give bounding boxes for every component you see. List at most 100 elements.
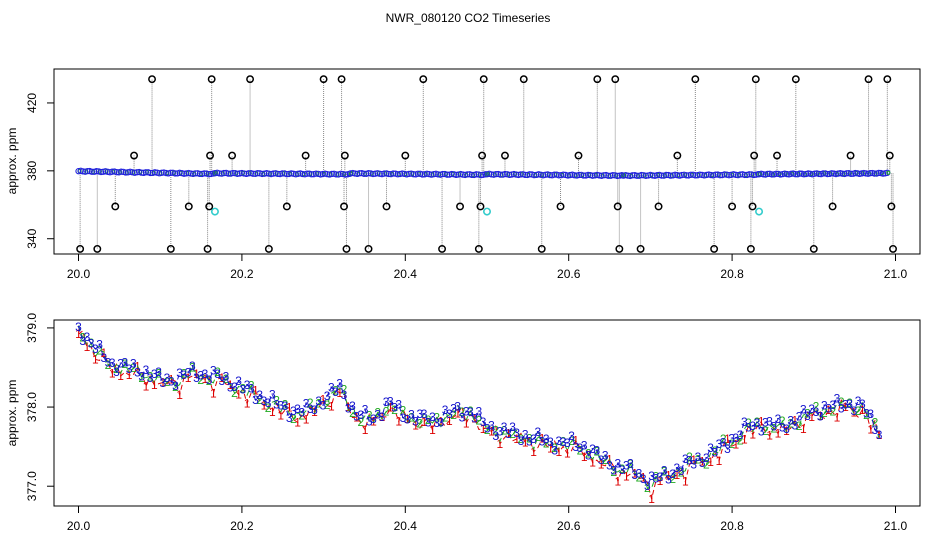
x-tick-label: 20.4 [394,519,418,533]
series-marker-3: 3 [277,398,284,412]
series-marker-1: 1 [471,412,478,426]
data-point [241,170,248,177]
series-marker-3: 3 [84,330,91,344]
series-marker-1: 1 [589,456,596,470]
series-marker-1: 1 [429,423,436,437]
series-marker-1: 1 [446,414,453,428]
data-point [488,171,495,178]
series-marker-2: 2 [703,457,710,471]
data-point [555,172,563,179]
series-marker-2: 2 [484,423,491,437]
series-marker-1: 1 [800,422,807,436]
series-marker-3: 3 [665,473,672,487]
series-marker-3: 3 [328,381,335,395]
series-marker-1: 1 [261,399,268,413]
series-marker-3: 3 [117,357,124,371]
data-point [662,171,670,179]
series-marker-3: 3 [459,411,466,425]
series-marker-3: 3 [800,403,807,417]
outlier-point [401,151,410,160]
y-tick-label: 377.0 [25,471,39,501]
data-point [328,170,335,178]
series-marker-1: 1 [825,403,832,417]
outlier-point [748,202,757,211]
calibration-point [755,207,764,216]
series-marker-3: 3 [265,396,272,410]
series-marker-3: 3 [804,409,811,423]
series-marker-1: 1 [412,418,419,432]
series-marker-2: 2 [231,386,238,400]
series-marker-1: 1 [143,379,150,393]
outlier-point [203,244,212,253]
series-marker-1: 1 [547,442,554,456]
outlier-point [691,75,700,84]
series-marker-2: 2 [737,433,744,447]
series-marker-2: 2 [282,397,289,411]
series-marker-1: 1 [581,450,588,464]
data-point [308,171,315,178]
series-marker-3: 3 [286,411,293,425]
series-marker-2: 2 [400,404,407,418]
data-point [542,171,549,178]
data-point [356,170,363,177]
series-marker-3: 3 [122,356,129,370]
outlier-point [479,75,488,84]
series-marker-3: 3 [568,429,575,443]
data-point [79,168,87,175]
data-point [875,169,882,177]
data-point [492,170,500,178]
series-marker-3: 3 [589,442,596,456]
series-marker-3: 3 [615,457,622,471]
outlier-point [773,151,781,160]
series-marker-2: 2 [526,431,533,445]
data-point [234,170,241,177]
series-marker-2: 2 [256,393,263,407]
series-marker-1: 1 [75,327,82,341]
series-marker-1: 1 [345,400,352,414]
outlier-point [537,244,546,253]
series-marker-2: 2 [669,472,676,486]
series-marker-3: 3 [690,458,697,472]
series-marker-3: 3 [678,464,685,478]
outlier-point [342,244,351,253]
series-marker-3: 3 [821,398,828,412]
series-marker-3: 3 [138,370,145,384]
series-marker-2: 2 [821,406,828,420]
data-point [477,171,485,179]
data-point [464,171,471,178]
y-tick-label: 379.0 [25,313,39,343]
series-marker-3: 3 [189,359,196,373]
series-marker-3: 3 [754,416,761,430]
series-marker-3: 3 [842,398,849,412]
series-marker-3: 3 [745,420,752,434]
series-marker-1: 1 [463,416,470,430]
series-line-1 [78,329,880,500]
outlier-point [166,244,175,253]
series-marker-3: 3 [336,376,343,390]
series-marker-3: 3 [488,418,495,432]
series-marker-3: 3 [383,395,390,409]
series-marker-3: 3 [147,371,154,385]
series-marker-3: 3 [631,468,638,482]
series-marker-3: 3 [602,449,609,463]
series-marker-2: 2 [619,462,626,476]
series-marker-3: 3 [400,411,407,425]
series-marker-3: 3 [834,391,841,405]
series-marker-1: 1 [480,422,487,436]
series-marker-3: 3 [501,420,508,434]
outlier-point [791,75,800,84]
series-marker-3: 3 [872,423,879,437]
outlier-point [710,244,719,253]
series-marker-3: 3 [412,414,419,428]
series-marker-2: 2 [79,331,86,345]
series-marker-2: 2 [391,403,398,417]
data-point [324,170,331,178]
data-point [229,169,237,177]
series-marker-3: 3 [741,415,748,429]
data-point [560,171,567,178]
data-point [746,171,753,178]
series-marker-3: 3 [733,431,740,445]
series-marker-1: 1 [497,437,504,451]
series-marker-3: 3 [214,367,221,381]
outlier-point [501,151,509,160]
